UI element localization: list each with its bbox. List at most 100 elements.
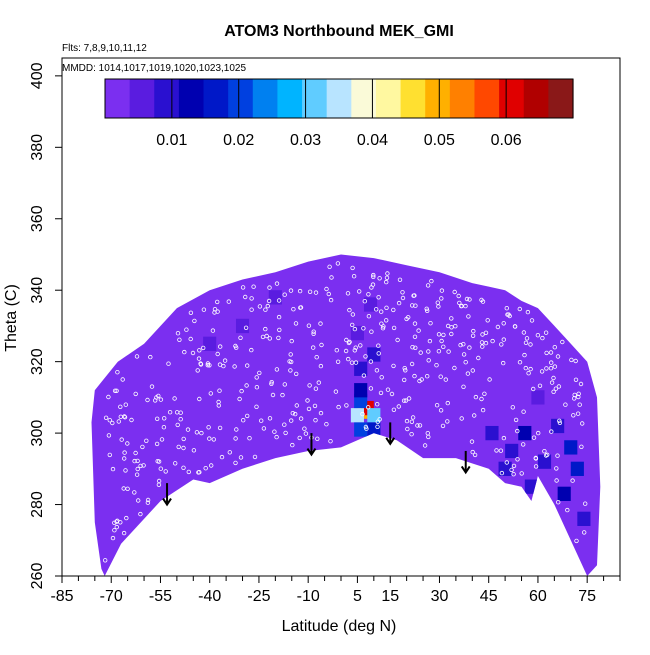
- sample-point: [410, 345, 415, 350]
- sample-point: [328, 297, 334, 303]
- sample-point: [467, 297, 472, 302]
- sample-point: [389, 391, 395, 397]
- sample-point: [267, 285, 272, 290]
- sample-point: [569, 357, 574, 363]
- colorbar: 0.01 0.02 0.03 0.04 0.05 0.06: [104, 78, 574, 149]
- heat-cell: [268, 290, 282, 305]
- x-tick-label: 30: [431, 588, 449, 605]
- sample-point: [440, 423, 446, 429]
- sample-point: [328, 439, 333, 444]
- sample-point: [282, 292, 287, 297]
- sample-point: [426, 349, 431, 354]
- sample-point: [114, 524, 119, 530]
- sample-point: [531, 435, 537, 440]
- sample-point: [446, 349, 451, 354]
- sample-point: [263, 307, 268, 312]
- heat-cell: [505, 443, 519, 459]
- sample-point: [418, 350, 423, 355]
- sample-point: [240, 418, 246, 423]
- sample-point: [244, 413, 250, 419]
- sample-point: [536, 430, 541, 436]
- heat-cell: [363, 297, 378, 312]
- sample-point: [175, 422, 180, 428]
- sample-point: [161, 416, 167, 421]
- sample-point: [206, 425, 211, 430]
- sample-point: [571, 413, 576, 418]
- sample-point: [402, 377, 407, 383]
- sample-point: [115, 370, 120, 375]
- heat-cell: [350, 325, 364, 341]
- sample-point: [554, 478, 559, 483]
- sample-point: [498, 448, 504, 453]
- sample-point: [197, 396, 202, 402]
- sample-point: [156, 478, 162, 484]
- sample-point: [379, 309, 384, 314]
- sample-point: [412, 321, 418, 326]
- sample-point: [552, 364, 558, 369]
- sample-point: [533, 464, 539, 469]
- heat-cell: [350, 408, 364, 423]
- sample-point: [458, 342, 463, 348]
- sample-point: [384, 305, 389, 310]
- sample-point: [203, 466, 208, 471]
- sample-point: [434, 363, 439, 368]
- sample-point: [249, 307, 254, 312]
- sample-point: [182, 349, 187, 355]
- sample-point: [501, 435, 507, 441]
- sample-point: [334, 348, 339, 353]
- sample-point: [238, 335, 243, 340]
- sample-point: [384, 279, 389, 285]
- sample-point: [184, 327, 189, 332]
- sample-point: [465, 371, 471, 376]
- sample-point: [319, 342, 324, 348]
- sample-point: [467, 345, 472, 350]
- sample-point: [452, 365, 457, 371]
- sample-point: [366, 314, 372, 319]
- sample-point: [207, 436, 212, 441]
- sample-point: [470, 368, 475, 373]
- heat-cell: [518, 425, 532, 441]
- heat-cell: [551, 418, 565, 434]
- sample-point: [376, 351, 381, 356]
- heat-cell: [354, 361, 368, 376]
- sample-point: [417, 423, 423, 428]
- sample-point: [415, 423, 420, 428]
- sample-point: [495, 324, 501, 330]
- sample-point: [361, 326, 366, 331]
- sample-point: [441, 344, 446, 349]
- sample-point: [214, 299, 220, 305]
- sample-point: [240, 285, 246, 290]
- sample-point: [504, 460, 509, 465]
- sample-point: [135, 498, 141, 503]
- sample-point: [267, 336, 272, 341]
- sample-point: [499, 342, 504, 347]
- sample-point: [244, 383, 249, 388]
- colorbar-tick-label: 0.02: [223, 132, 254, 149]
- sample-point: [397, 277, 403, 282]
- down-arrow: [162, 483, 172, 507]
- colorbar-swatch: [178, 79, 205, 118]
- sample-point: [436, 332, 442, 337]
- sample-point: [463, 303, 468, 309]
- sample-point: [288, 352, 293, 357]
- sample-point: [511, 463, 517, 469]
- sample-point: [426, 434, 431, 440]
- sample-point: [233, 460, 238, 466]
- sample-point: [272, 429, 277, 434]
- sample-point: [274, 367, 280, 372]
- colorbar-swatch: [154, 79, 180, 118]
- sample-point: [422, 443, 428, 448]
- colorbar-swatch: [228, 79, 254, 118]
- x-tick-label: -70: [100, 588, 123, 605]
- sample-point: [318, 321, 323, 326]
- sample-point: [544, 350, 549, 356]
- sample-point: [257, 370, 262, 376]
- sample-point: [217, 425, 223, 431]
- sample-point: [375, 424, 380, 429]
- sample-point: [219, 454, 225, 460]
- sample-point: [470, 449, 475, 455]
- sample-point: [371, 274, 376, 279]
- sample-point: [501, 337, 506, 342]
- sample-point: [378, 390, 384, 396]
